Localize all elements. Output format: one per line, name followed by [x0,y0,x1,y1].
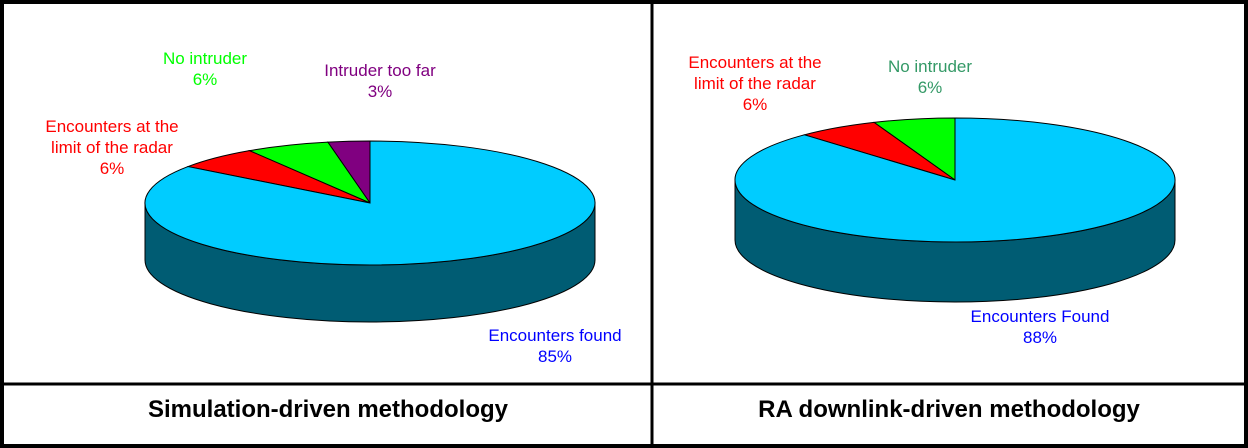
slice-label: No intruder 6% [850,56,1010,98]
slice-value: 6% [99,159,125,178]
slice-label: Encounters found 85% [455,325,655,367]
slice-name: Encounters Found [970,307,1110,326]
slice-name: Encounters at the limit of the radar [688,53,822,93]
slice-name: No intruder [887,57,973,76]
slice-value: 6% [917,78,943,97]
slice-label: No intruder 6% [125,48,285,90]
chart-title: Simulation-driven methodology [147,396,508,423]
slice [734,117,1176,243]
slice [144,140,596,266]
slice-value: 6% [742,95,768,114]
slice-value: 6% [192,70,218,89]
slice-value: 85% [537,347,573,366]
slice-label: Encounters at the limit of the radar 6% [675,52,835,115]
slice-value: 88% [1022,328,1058,347]
slice-label: Encounters at the limit of the radar 6% [32,116,192,179]
slice-name: Encounters found [488,326,622,345]
chart-title: RA downlink-driven methodology [758,396,1140,423]
slice-name: Encounters at the limit of the radar [45,117,179,157]
slice-name: No intruder [162,49,248,68]
slice-label: Intruder too far 3% [280,60,480,102]
slice-name: Intruder too far [324,61,436,80]
slice-value: 3% [367,82,393,101]
slice-label: Encounters Found 88% [940,306,1140,348]
